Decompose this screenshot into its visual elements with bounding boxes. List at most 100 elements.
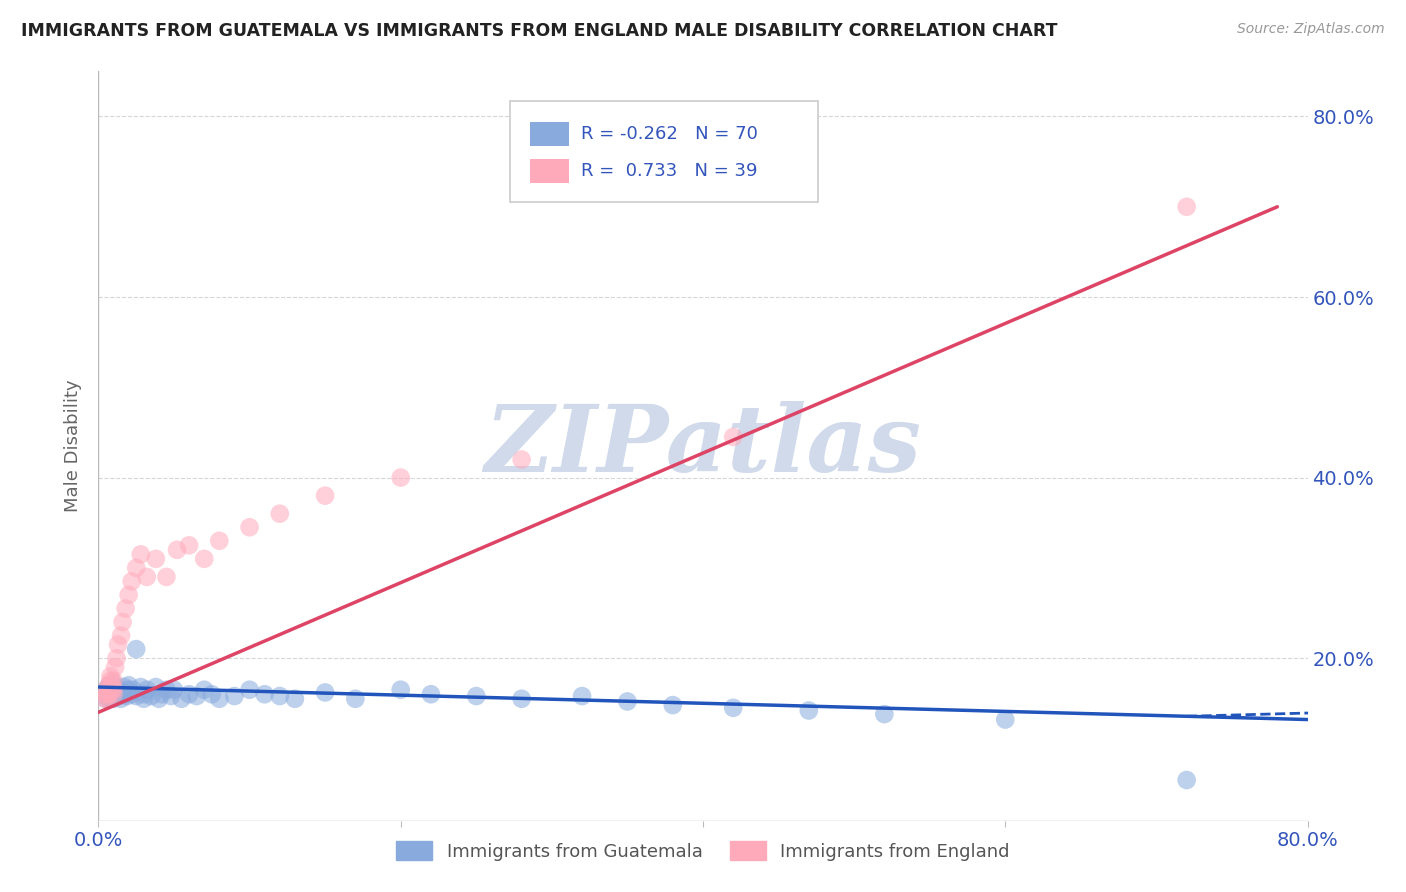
Point [129,680,152,694]
Point [141,689,163,703]
Point [104,660,127,674]
Point [101,678,124,692]
Point [994,713,1017,727]
Point [155,682,177,697]
Point [661,698,683,712]
Point [107,687,129,701]
Point [111,615,134,629]
Point [111,685,134,699]
Point [103,682,125,697]
Point [110,629,132,643]
Point [132,691,155,706]
Point [873,707,896,722]
Point [98,687,121,701]
Point [122,682,145,697]
Point [100,691,122,706]
Point [118,682,141,697]
Point [94,691,117,706]
Point [129,547,152,561]
Point [110,691,132,706]
Point [155,570,177,584]
Point [253,687,276,701]
Point [160,689,183,703]
Point [118,588,141,602]
Point [132,687,155,701]
Point [420,687,443,701]
Point [510,691,533,706]
Point [110,682,132,697]
Point [94,682,117,697]
Point [103,691,125,706]
Text: R = -0.262   N = 70: R = -0.262 N = 70 [581,125,758,143]
Point [103,680,125,694]
Point [114,687,136,701]
Point [94,682,117,697]
FancyBboxPatch shape [509,102,818,202]
Point [239,520,262,534]
Point [121,687,143,701]
Point [150,687,173,701]
Point [103,687,125,701]
Point [193,552,215,566]
Point [105,684,128,698]
Point [179,687,201,701]
Point [179,538,201,552]
Point [96,691,118,706]
Point [1175,200,1198,214]
FancyBboxPatch shape [530,121,569,145]
Point [389,470,412,484]
Point [105,689,128,703]
Point [723,430,745,444]
Point [145,552,167,566]
Point [166,542,188,557]
Point [94,687,117,701]
Point [186,689,208,703]
Text: ZIPatlas: ZIPatlas [485,401,921,491]
Point [107,682,129,697]
Point [112,680,135,694]
Point [135,570,157,584]
Point [344,691,367,706]
Legend: Immigrants from Guatemala, Immigrants from England: Immigrants from Guatemala, Immigrants fr… [389,834,1017,868]
Point [148,691,170,706]
Point [98,682,121,697]
Point [125,642,148,657]
Point [135,682,157,697]
Y-axis label: Male Disability: Male Disability [65,380,83,512]
Text: IMMIGRANTS FROM GUATEMALA VS IMMIGRANTS FROM ENGLAND MALE DISABILITY CORRELATION: IMMIGRANTS FROM GUATEMALA VS IMMIGRANTS … [21,22,1057,40]
Text: Source: ZipAtlas.com: Source: ZipAtlas.com [1237,22,1385,37]
Point [103,676,125,690]
Point [121,574,143,589]
Point [208,533,231,548]
Point [101,682,124,697]
Point [96,687,118,701]
Point [100,673,122,688]
Point [510,452,533,467]
Point [107,638,129,652]
Point [797,704,820,718]
Point [314,489,336,503]
Point [108,689,131,703]
Point [284,691,307,706]
Point [125,689,148,703]
Point [201,687,224,701]
Point [93,691,115,706]
Point [110,687,132,701]
Point [269,689,291,703]
Point [193,682,215,697]
Point [114,601,136,615]
Point [101,689,124,703]
Point [224,689,246,703]
Point [616,694,638,708]
Point [314,685,336,699]
Point [98,687,121,701]
Point [208,691,231,706]
Point [103,673,125,688]
Text: R =  0.733   N = 39: R = 0.733 N = 39 [581,162,758,180]
Point [723,700,745,714]
Point [101,684,124,698]
Point [103,687,125,701]
Point [94,687,117,701]
FancyBboxPatch shape [530,159,569,183]
Point [1175,772,1198,787]
